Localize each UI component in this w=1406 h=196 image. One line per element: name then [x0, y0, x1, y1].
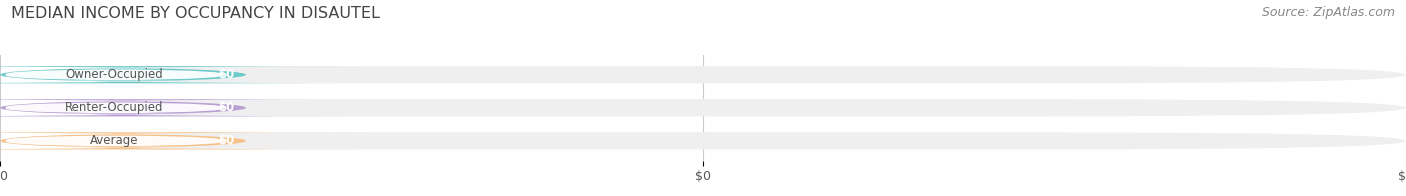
Text: Average: Average: [90, 134, 139, 147]
FancyBboxPatch shape: [0, 132, 1406, 150]
FancyBboxPatch shape: [0, 99, 366, 116]
Text: Renter-Occupied: Renter-Occupied: [65, 101, 165, 114]
Text: MEDIAN INCOME BY OCCUPANCY IN DISAUTEL: MEDIAN INCOME BY OCCUPANCY IN DISAUTEL: [11, 6, 380, 21]
FancyBboxPatch shape: [0, 135, 242, 147]
Text: $0: $0: [218, 101, 235, 114]
Text: Owner-Occupied: Owner-Occupied: [66, 68, 163, 81]
FancyBboxPatch shape: [0, 102, 242, 114]
FancyBboxPatch shape: [0, 66, 1406, 83]
FancyBboxPatch shape: [0, 99, 1406, 116]
Text: $0: $0: [218, 134, 235, 147]
Text: Source: ZipAtlas.com: Source: ZipAtlas.com: [1261, 6, 1395, 19]
FancyBboxPatch shape: [0, 69, 242, 81]
FancyBboxPatch shape: [0, 132, 366, 150]
Text: $0: $0: [218, 68, 235, 81]
FancyBboxPatch shape: [0, 66, 366, 83]
